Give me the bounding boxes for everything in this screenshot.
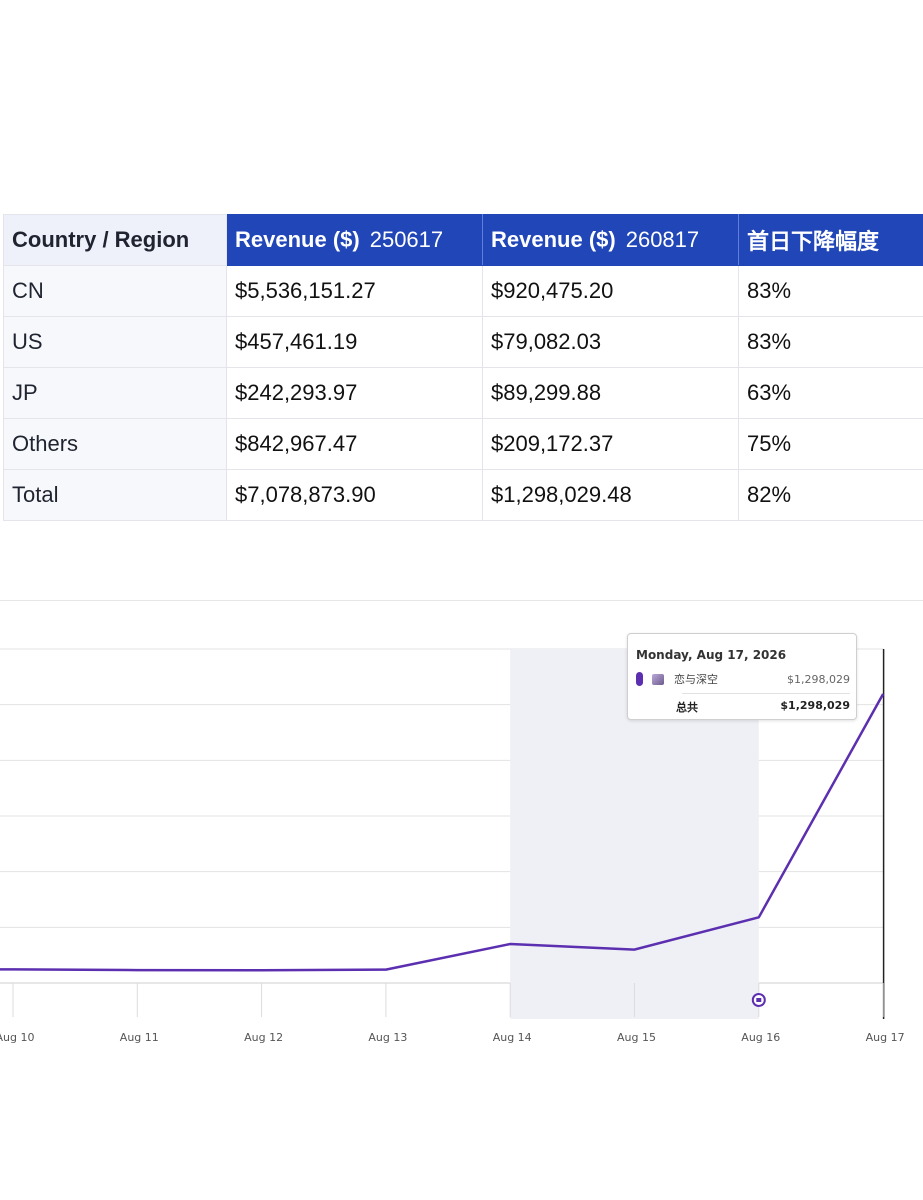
x-tick-label: Aug 12 — [244, 1031, 283, 1044]
table-row: Total $7,078,873.90 $1,298,029.48 82% — [3, 469, 923, 521]
tooltip-divider — [682, 693, 850, 694]
tooltip-total-row: 总共 $1,298,029 — [636, 699, 850, 715]
series-line[interactable] — [0, 693, 885, 972]
cell-region: Others — [3, 418, 227, 470]
x-tick-label: Aug 13 — [368, 1031, 407, 1044]
cell-revenue-250617: $7,078,873.90 — [226, 469, 483, 521]
cell-revenue-260817: $920,475.20 — [482, 265, 739, 317]
event-marker-layer[interactable] — [751, 993, 766, 1007]
revenue-table: Country / Region Revenue ($) 250617 Reven… — [3, 214, 923, 521]
tooltip-series-value: $1,298,029 — [787, 672, 850, 686]
header-country-region: Country / Region — [3, 214, 227, 266]
cell-region: US — [3, 316, 227, 368]
chart-grid — [0, 648, 885, 1019]
header-label: Revenue ($) — [235, 227, 360, 252]
x-tick-label: Aug 10 — [0, 1031, 34, 1044]
header-revenue-250617: Revenue ($) 250617 — [226, 214, 483, 266]
x-tick-label: Aug 15 — [617, 1031, 656, 1044]
header-date: 250617 — [369, 227, 444, 252]
cell-region: JP — [3, 367, 227, 419]
cell-decline: 63% — [738, 367, 923, 419]
series-line-layer[interactable] — [0, 693, 885, 972]
chart-tooltip: Monday, Aug 17, 2026 恋与深空 $1,298,029 总共 … — [627, 633, 857, 720]
header-date: 260817 — [625, 227, 700, 252]
cell-decline: 83% — [738, 316, 923, 368]
cell-revenue-260817: $209,172.37 — [482, 418, 739, 470]
header-decline-rate: 首日下降幅度 — [738, 214, 923, 266]
header-label: Revenue ($) — [491, 227, 616, 252]
header-revenue-260817: Revenue ($) 260817 — [482, 214, 739, 266]
event-marker-glyph — [756, 998, 762, 1002]
x-tick-label: Aug 16 — [741, 1031, 780, 1044]
tooltip-total-label: 总共 — [676, 701, 698, 714]
table-row: US $457,461.19 $79,082.03 83% — [3, 316, 923, 368]
cell-region: CN — [3, 265, 227, 317]
header-label: 首日下降幅度 — [747, 229, 880, 254]
tooltip-date: Monday, Aug 17, 2026 — [636, 648, 787, 662]
table-header-row: Country / Region Revenue ($) 250617 Reven… — [3, 214, 923, 266]
tooltip-series-row: 恋与深空 $1,298,029 — [636, 671, 850, 687]
chart-top-divider — [0, 600, 923, 601]
cell-decline: 75% — [738, 418, 923, 470]
table-row: JP $242,293.97 $89,299.88 63% — [3, 367, 923, 419]
cell-revenue-250617: $5,536,151.27 — [226, 265, 483, 317]
x-tick-label: Aug 17 — [866, 1031, 905, 1044]
cell-revenue-250617: $457,461.19 — [226, 316, 483, 368]
cell-revenue-260817: $79,082.03 — [482, 316, 739, 368]
x-axis-labels: Aug 10 Aug 11 Aug 12 Aug 13 Aug 14 Aug 15 Aug … — [0, 1031, 905, 1044]
cell-revenue-250617: $842,967.47 — [226, 418, 483, 470]
cell-revenue-250617: $242,293.97 — [226, 367, 483, 419]
tooltip-total-value: $1,298,029 — [780, 699, 850, 712]
table-row: Others $842,967.47 $209,172.37 75% — [3, 418, 923, 470]
cell-revenue-260817: $1,298,029.48 — [482, 469, 739, 521]
table-row: CN $5,536,151.27 $920,475.20 83% — [3, 265, 923, 317]
cell-decline: 83% — [738, 265, 923, 317]
series-color-swatch — [636, 672, 643, 686]
cell-region: Total — [3, 469, 227, 521]
cell-decline: 82% — [738, 469, 923, 521]
app-icon — [652, 673, 664, 685]
x-tick-label: Aug 11 — [120, 1031, 159, 1044]
x-tick-label: Aug 14 — [493, 1031, 532, 1044]
tooltip-series-name: 恋与深空 — [674, 673, 718, 686]
header-label: Country / Region — [12, 227, 190, 252]
cell-revenue-260817: $89,299.88 — [482, 367, 739, 419]
